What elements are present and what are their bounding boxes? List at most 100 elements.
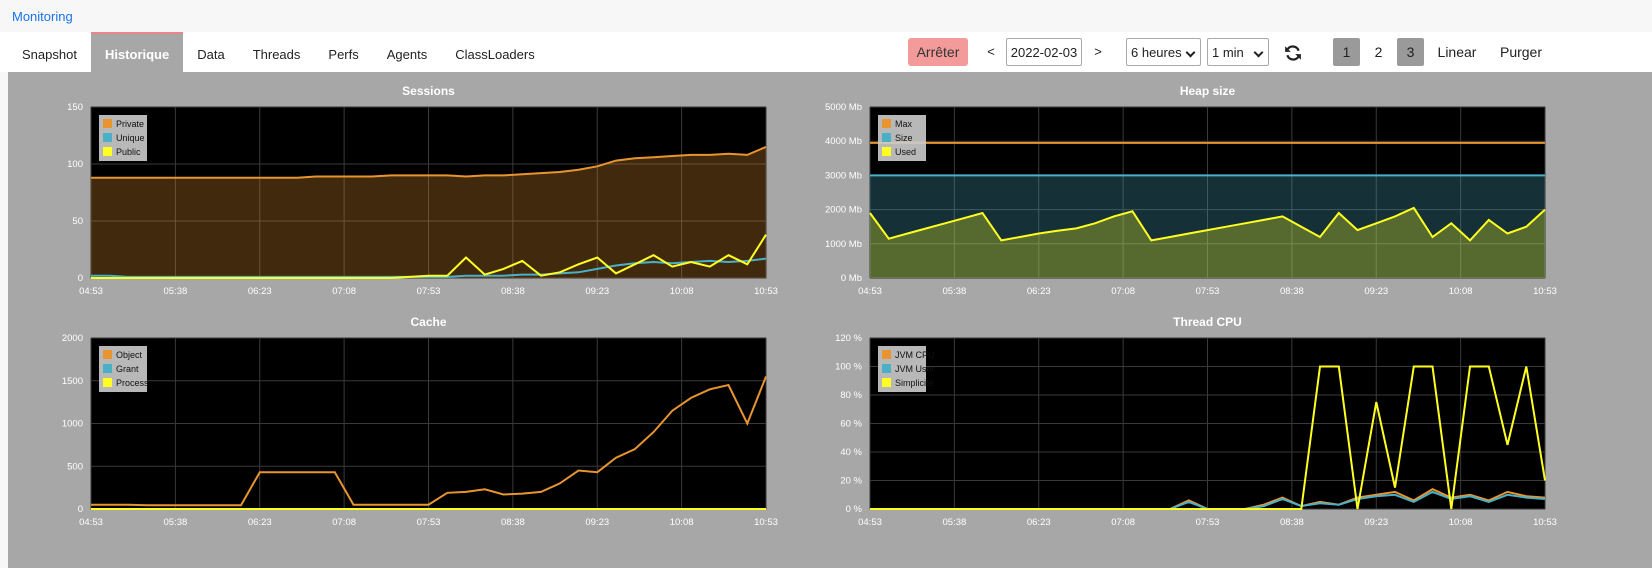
y-tick-label: 120 % [835, 333, 862, 344]
legend-swatch [103, 119, 112, 128]
y-tick-label: 50 [72, 216, 83, 227]
series-line [91, 376, 767, 507]
breadcrumb[interactable]: Monitoring [12, 9, 73, 24]
legend-label: Unique [116, 133, 145, 143]
legend-swatch [882, 350, 891, 359]
next-button[interactable]: > [1094, 44, 1102, 59]
y-tick-label: 40 % [840, 447, 862, 458]
chart-title: Thread CPU [1173, 315, 1242, 329]
x-tick-label: 07:53 [1196, 517, 1220, 528]
legend-swatch [103, 133, 112, 142]
prev-button[interactable]: < [987, 44, 995, 59]
tab[interactable]: ClassLoaders [455, 47, 535, 62]
legend-swatch [103, 350, 112, 359]
y-tick-label: 2000 [62, 333, 83, 344]
y-tick-label: 5000 Mb [825, 102, 862, 113]
x-tick-label: 04:53 [79, 517, 103, 528]
area-fill [870, 207, 1545, 278]
tabs: Snapshot Historique Data Threads Perfs Agents… [8, 32, 549, 72]
x-tick-label: 05:38 [942, 517, 966, 528]
legend-swatch [103, 378, 112, 387]
x-tick-label: 09:23 [1364, 286, 1388, 297]
legend-swatch [103, 364, 112, 373]
page-button[interactable]: 2 [1374, 44, 1383, 60]
x-tick-label: 07:53 [1196, 286, 1220, 297]
x-tick-label: 10:08 [1449, 286, 1473, 297]
y-tick-label: 60 % [840, 419, 862, 430]
legend-label: Size [895, 133, 913, 143]
x-tick-label: 06:23 [248, 286, 272, 297]
legend-swatch [882, 133, 891, 142]
x-tick-label: 07:53 [417, 286, 441, 297]
page-button[interactable]: 3 [1397, 38, 1424, 66]
y-tick-label: 500 [67, 461, 83, 472]
x-tick-label: 08:38 [501, 286, 525, 297]
purge-button[interactable]: Purger [1499, 44, 1543, 60]
tab[interactable]: Agents [386, 47, 428, 62]
x-tick-label: 10:53 [1533, 286, 1557, 297]
chart-title: Cache [410, 315, 446, 329]
chart-title: Heap size [1180, 84, 1236, 98]
legend-label: Simplicite [895, 378, 934, 388]
x-tick-label: 09:23 [585, 286, 609, 297]
y-tick-label: 1000 Mb [825, 239, 862, 250]
x-tick-label: 10:53 [754, 517, 778, 528]
y-tick-label: 3000 Mb [825, 170, 862, 181]
step-select[interactable]: 1 min [1207, 38, 1269, 66]
y-tick-label: 1000 [62, 419, 83, 430]
chart-title: Sessions [402, 84, 455, 98]
x-tick-label: 05:38 [942, 286, 966, 297]
x-tick-label: 10:08 [670, 286, 694, 297]
x-tick-label: 07:08 [332, 517, 356, 528]
y-tick-label: 80 % [840, 390, 862, 401]
x-tick-label: 10:53 [754, 286, 778, 297]
legend-swatch [103, 147, 112, 156]
x-tick-label: 05:38 [163, 286, 187, 297]
range-select[interactable]: 6 heures [1126, 38, 1201, 66]
x-tick-label: 08:38 [1280, 286, 1304, 297]
x-tick-label: 08:38 [501, 517, 525, 528]
y-tick-label: 100 % [835, 362, 862, 373]
tab[interactable]: Perfs [328, 47, 359, 62]
x-tick-label: 07:53 [417, 517, 441, 528]
legend-label: Used [895, 147, 916, 157]
legend-label: JVM CPU [895, 350, 935, 360]
y-tick-label: 20 % [840, 476, 862, 487]
x-tick-label: 06:23 [248, 517, 272, 528]
x-tick-label: 07:08 [332, 286, 356, 297]
x-tick-label: 04:53 [858, 286, 882, 297]
page-button[interactable]: 1 [1333, 38, 1360, 66]
legend-label: Public [116, 147, 141, 157]
charts: Sessions 0 50 100 150 04:53 05:38 06:23 07:08 07:… [62, 84, 1557, 528]
tab[interactable]: Snapshot [22, 47, 77, 62]
legend-label: Object [116, 350, 143, 360]
legend-label: Process [116, 378, 149, 388]
area-fill [870, 175, 1545, 278]
x-tick-label: 04:53 [79, 286, 103, 297]
x-tick-label: 04:53 [858, 517, 882, 528]
stop-button[interactable]: Arrêter [908, 38, 968, 66]
x-tick-label: 06:23 [1027, 517, 1051, 528]
series-line [91, 145, 767, 179]
tab-bar: Snapshot Historique Data Threads Perfs Agents… [0, 32, 1652, 72]
tab[interactable]: Threads [252, 47, 301, 62]
x-tick-label: 10:08 [1449, 517, 1473, 528]
x-tick-label: 07:08 [1111, 286, 1135, 297]
date-input[interactable]: 2022-02-03 [1006, 38, 1082, 66]
y-tick-label: 1500 [62, 376, 83, 387]
legend-label: Max [895, 119, 913, 129]
tab[interactable]: Data [197, 47, 225, 62]
series-line [91, 234, 767, 279]
legend-swatch [882, 119, 891, 128]
y-tick-label: 100 [67, 159, 83, 170]
legend-label: Grant [116, 364, 139, 374]
series-line [869, 206, 1546, 242]
tab[interactable]: Historique [90, 32, 184, 72]
series-line [91, 257, 767, 278]
scale-button[interactable]: Linear [1437, 44, 1477, 60]
x-tick-label: 10:53 [1533, 517, 1557, 528]
y-tick-label: 2000 Mb [825, 205, 862, 216]
refresh-icon[interactable] [1284, 44, 1302, 62]
y-tick-label: 150 [67, 102, 83, 113]
